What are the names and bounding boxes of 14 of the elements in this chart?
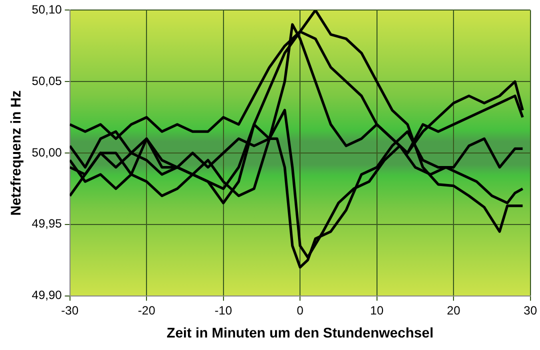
y-axis-title: Netzfrequenz in Hz [7, 90, 24, 216]
y-tick-label: 50,00 [32, 145, 62, 160]
y-tick-label: 50,05 [32, 74, 62, 88]
y-tick-label: 49,95 [32, 216, 62, 231]
x-tick-label: -20 [138, 303, 156, 318]
y-tick-label: 50,10 [32, 2, 62, 17]
y-tick-label: 49,90 [32, 288, 62, 302]
x-tick-label: 30 [524, 303, 538, 318]
x-tick-label: 20 [446, 303, 461, 318]
x-tick-label: 0 [296, 303, 304, 318]
x-axis-title: Zeit in Minuten um den Stundenwechsel [166, 324, 434, 340]
x-tick-label: -30 [61, 303, 79, 318]
x-tick-label: -10 [214, 303, 232, 318]
x-tick-label: 10 [370, 303, 384, 318]
